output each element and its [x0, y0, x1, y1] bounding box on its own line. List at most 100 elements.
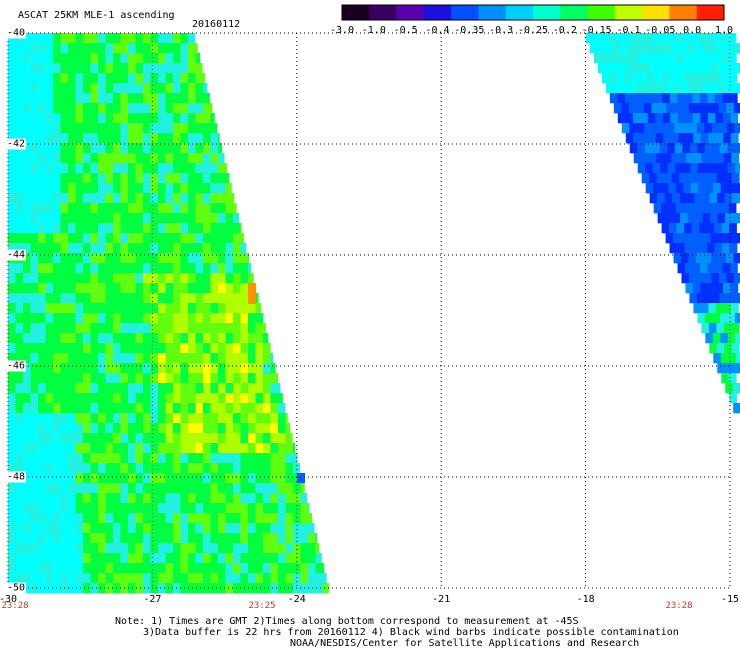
swath-cell — [120, 243, 129, 254]
swath-cell — [150, 523, 159, 534]
swath-cell — [634, 43, 643, 54]
swath-cell — [173, 243, 181, 254]
swath-cell — [240, 263, 249, 274]
swath-cell — [195, 73, 204, 84]
swath-cell — [586, 33, 594, 44]
swath-cell — [105, 63, 114, 74]
swath-cell — [255, 523, 264, 534]
swath-cell — [15, 393, 24, 404]
swath-cell — [709, 343, 718, 354]
swath-cell — [195, 313, 204, 324]
swath-cell — [203, 533, 211, 544]
swath-cell — [90, 533, 99, 544]
swath-cell — [30, 243, 39, 254]
swath-cell — [23, 283, 31, 294]
swath-cell — [188, 583, 196, 594]
swath-cell — [38, 543, 46, 554]
swath-cell — [680, 213, 688, 224]
swath-cell — [210, 233, 219, 244]
swath-cell — [15, 543, 24, 554]
swath-cell — [75, 503, 84, 514]
swath-cell — [53, 33, 61, 44]
swath-cell — [150, 93, 159, 104]
swath-cell — [23, 93, 31, 104]
swath-cell — [188, 313, 196, 324]
swath-cell — [203, 303, 211, 314]
swath-cell — [60, 463, 69, 474]
swath-cell — [98, 423, 106, 434]
time-label: 23:28 — [665, 601, 693, 611]
swath-cell — [68, 383, 76, 394]
swath-cell — [15, 63, 24, 74]
swath-cell — [173, 73, 181, 84]
swath-cell — [30, 513, 39, 524]
swath-cell — [233, 353, 241, 364]
swath-cell — [15, 43, 24, 54]
swath-cell — [38, 453, 46, 464]
swath-cell — [113, 403, 121, 414]
swath-cell — [210, 583, 219, 594]
swath-cell — [150, 223, 159, 234]
swath-cell — [90, 183, 99, 194]
swath-cell — [90, 33, 99, 44]
swath-cell — [210, 333, 219, 344]
swath-cell — [723, 153, 732, 164]
swath-cell — [240, 403, 249, 414]
swath-cell — [661, 223, 670, 234]
swath-cell — [698, 33, 707, 44]
swath-cell — [677, 93, 686, 104]
swath-cell — [718, 273, 727, 284]
swath-cell — [210, 253, 219, 264]
swath-cell — [135, 223, 144, 234]
swath-cell — [691, 53, 700, 64]
swath-cell — [718, 103, 727, 114]
swath-cell — [724, 173, 732, 184]
swath-cell — [669, 223, 677, 234]
swath-cell — [308, 583, 316, 594]
swath-cell — [665, 213, 673, 224]
swath-cell — [120, 93, 129, 104]
swath-cell — [195, 353, 204, 364]
swath-cell — [203, 283, 211, 294]
swath-cell — [255, 553, 264, 564]
swath-cell — [720, 163, 729, 174]
right-swath — [586, 33, 740, 414]
swath-cell — [105, 433, 114, 444]
swath-cell — [23, 573, 31, 584]
swath-cell — [173, 543, 181, 554]
swath-cell — [711, 123, 720, 134]
swath-cell — [8, 543, 16, 554]
swath-cell — [98, 583, 106, 594]
swath-cell — [150, 133, 159, 144]
swath-cell — [637, 163, 646, 174]
swath-cell — [225, 383, 234, 394]
swath-cell — [725, 213, 733, 224]
swath-cell — [658, 103, 667, 114]
swath-cell — [624, 73, 633, 84]
swath-cell — [150, 433, 159, 444]
swath-cell — [90, 263, 99, 274]
swath-cell — [45, 73, 54, 84]
swath-cell — [105, 133, 114, 144]
swath-cell — [45, 513, 54, 524]
swath-cell — [23, 553, 31, 564]
swath-cell — [83, 133, 91, 144]
swath-cell — [270, 353, 274, 364]
swath-cell — [158, 113, 166, 124]
swath-cell — [143, 283, 151, 294]
swath-cell — [60, 523, 69, 534]
swath-cell — [225, 493, 234, 504]
swath-cell — [270, 523, 279, 534]
swath-cell — [98, 393, 106, 404]
swath-cell — [728, 53, 737, 64]
swath-cell — [653, 33, 662, 44]
swath-cell — [203, 473, 211, 484]
swath-cell — [83, 513, 91, 524]
swath-cell — [716, 153, 725, 164]
swath-cell — [83, 393, 91, 404]
swath-cell — [53, 283, 61, 294]
swath-cell — [68, 193, 76, 204]
swath-cell — [278, 563, 286, 574]
colorbar — [341, 4, 725, 21]
swath-cell — [180, 53, 189, 64]
